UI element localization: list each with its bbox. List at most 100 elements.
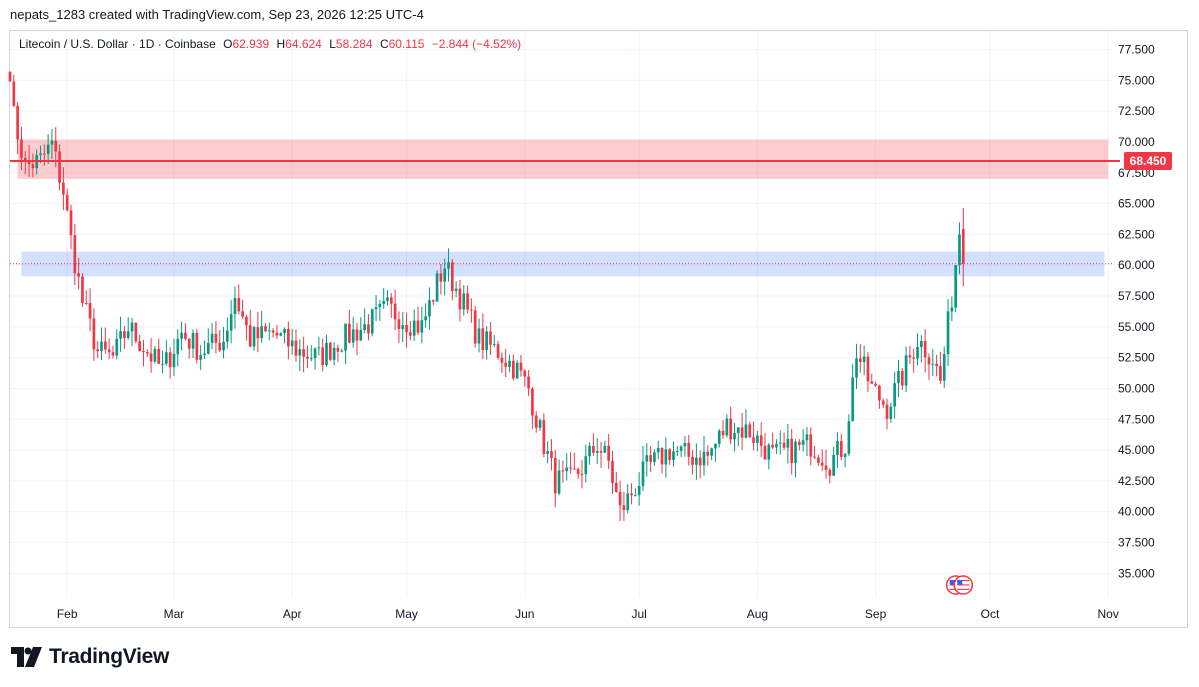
candle-body (897, 370, 900, 384)
candle-body (466, 293, 469, 310)
candle (126, 317, 130, 340)
candle-body (119, 331, 122, 339)
candle-body (920, 340, 923, 348)
candle (881, 398, 885, 409)
candle (12, 74, 16, 108)
candle (519, 355, 523, 377)
candle (820, 449, 824, 472)
candle-body (454, 288, 458, 291)
candle (664, 436, 668, 478)
candle-body (54, 140, 58, 152)
candle (306, 345, 309, 369)
candle-body (107, 349, 111, 353)
candle (599, 441, 603, 468)
candle-body (946, 311, 950, 355)
candle (176, 329, 180, 367)
candle-body (634, 495, 637, 497)
candle-body (729, 418, 733, 440)
candle (191, 329, 195, 359)
candle (180, 321, 183, 351)
candle (752, 421, 755, 451)
candle-body (450, 262, 454, 291)
tradingview-logo[interactable]: TradingView (11, 645, 169, 669)
candle-body (157, 348, 161, 364)
candle (237, 284, 241, 315)
candle (550, 439, 553, 471)
candle (839, 434, 843, 461)
open-label: O (223, 37, 233, 51)
candle-body (573, 468, 576, 470)
candle-body (489, 331, 492, 345)
candle (828, 467, 832, 484)
candle (100, 327, 103, 361)
candle (458, 279, 462, 322)
candle-body (660, 447, 664, 465)
candle-body (500, 357, 504, 363)
candle (229, 300, 233, 344)
us-flag-icon (953, 575, 974, 595)
candle (534, 411, 538, 433)
candle-body (210, 333, 214, 343)
candle (797, 439, 801, 451)
chart-lines: 68.450 (10, 152, 1172, 265)
high-value: 64.624 (285, 37, 322, 51)
candle (691, 449, 694, 475)
candle-body (348, 323, 351, 343)
candle-body (405, 325, 408, 333)
candle-body (752, 437, 755, 443)
candle-body (858, 358, 862, 362)
candle (717, 428, 721, 448)
candle-body (649, 455, 652, 462)
candle-body (84, 303, 88, 305)
candle (172, 338, 176, 376)
candle-body (717, 430, 721, 444)
y-tick-label: 75.000 (1118, 73, 1155, 87)
candle-body (664, 449, 668, 465)
candle (843, 452, 847, 468)
candle-body (679, 446, 683, 451)
candle (424, 303, 427, 328)
candle (954, 264, 957, 313)
candle-body (881, 400, 885, 405)
candle (698, 450, 702, 479)
candle-body (218, 342, 222, 351)
candle (824, 449, 828, 479)
candle-body (168, 352, 172, 368)
candle-body (264, 326, 267, 332)
candle (84, 290, 88, 305)
candle (900, 368, 904, 391)
candle (733, 422, 736, 452)
candle-body (367, 324, 370, 334)
candle (287, 321, 290, 360)
time-axis: Feb Mar Apr May Jun Jul Aug Sep Oct Nov (57, 607, 1119, 621)
candle (626, 484, 630, 514)
candle (595, 438, 599, 464)
candle-body (279, 333, 283, 336)
y-tick-label: 55.000 (1118, 320, 1155, 334)
candle (203, 340, 206, 359)
candle (675, 445, 679, 457)
candle-body (534, 415, 538, 428)
y-tick-label: 45.000 (1118, 443, 1155, 457)
candle-body (248, 325, 252, 347)
candle-body (470, 309, 473, 311)
symbol-legend: Litecoin / U.S. Dollar · 1D · Coinbase O… (19, 37, 521, 51)
candle (744, 409, 748, 439)
candle (226, 317, 229, 349)
candle-body (832, 454, 835, 476)
candle (904, 346, 908, 393)
candle-body (187, 338, 191, 349)
candle-body (241, 311, 244, 317)
candle-body (763, 445, 767, 460)
candle-body (42, 153, 46, 155)
candle (523, 369, 527, 387)
candle (81, 273, 84, 307)
candle-body (447, 262, 450, 269)
candle (759, 422, 763, 458)
candle-body (267, 330, 271, 332)
candle (271, 328, 275, 338)
candle-body (935, 363, 938, 366)
candle (416, 306, 420, 336)
candle-body (412, 320, 416, 336)
